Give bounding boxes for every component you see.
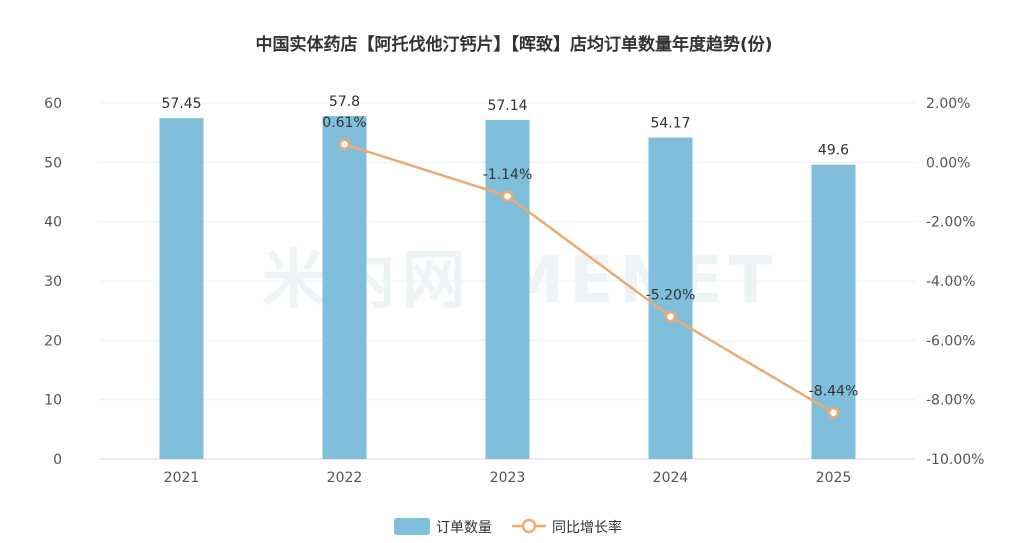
- y-left-tick-label: 10: [44, 393, 62, 409]
- y-left-tick-label: 20: [44, 333, 62, 349]
- line-point: [827, 406, 840, 419]
- y-axis-left: 0 10 20 30 40 50 60: [44, 96, 62, 468]
- bar: [648, 137, 693, 459]
- line-value-label: -8.44%: [809, 384, 859, 400]
- y-right-tick-label: 0.00%: [926, 155, 970, 171]
- y-right-tick-label: -6.00%: [926, 333, 976, 349]
- bar-value-label: 57.14: [487, 98, 527, 114]
- bar-value-label: 57.8: [329, 94, 360, 110]
- line-path: [344, 143, 835, 414]
- y-left-tick-label: 60: [44, 96, 62, 112]
- y-right-tick-label: 2.00%: [926, 96, 970, 112]
- y-left-tick-label: 30: [44, 274, 62, 290]
- bar: [159, 118, 204, 459]
- chart-title: 中国实体药店【阿托伐他汀钙片】【晖致】店均订单数量年度趋势(份): [255, 34, 772, 55]
- x-axis: 2021 2022 2023 2024 2025: [164, 470, 852, 486]
- bar-value-label: 57.45: [161, 96, 201, 112]
- bar: [322, 116, 367, 459]
- bar: [485, 119, 530, 459]
- line-data-labels: 0.61% -1.14% -5.20% -8.44%: [322, 115, 858, 399]
- line-series: [338, 138, 840, 419]
- x-tick-label: 2021: [164, 470, 200, 486]
- legend-bar-label: 订单数量: [436, 520, 492, 536]
- x-tick-label: 2023: [490, 470, 526, 486]
- x-tick-label: 2022: [327, 470, 363, 486]
- y-right-tick-label: -2.00%: [926, 215, 976, 231]
- line-point: [501, 190, 514, 202]
- line-point: [338, 138, 351, 150]
- x-tick-label: 2024: [653, 470, 689, 486]
- line-value-label: -1.14%: [483, 167, 533, 183]
- line-point: [664, 310, 677, 323]
- bar-data-labels: 57.45 57.8 57.14 54.17 49.6: [161, 94, 849, 159]
- legend-line-marker: [521, 518, 537, 534]
- y-left-tick-label: 40: [44, 215, 62, 231]
- y-right-tick-label: -4.00%: [926, 274, 976, 290]
- x-tick-label: 2025: [816, 470, 852, 486]
- legend-bar-swatch: [394, 518, 430, 535]
- bar-series: [159, 116, 856, 459]
- legend-line-label: 同比增长率: [552, 519, 622, 536]
- y-left-tick-label: 50: [44, 155, 62, 171]
- legend: 订单数量 同比增长率: [394, 518, 622, 536]
- line-value-label: -5.20%: [646, 288, 696, 304]
- y-left-tick-label: 0: [53, 452, 62, 468]
- bar-value-label: 54.17: [650, 116, 690, 132]
- y-right-tick-label: -10.00%: [926, 452, 984, 468]
- y-axis-right: -10.00% -8.00% -6.00% -4.00% -2.00% 0.00% 2.00…: [926, 96, 984, 468]
- bar-value-label: 49.6: [818, 143, 849, 159]
- y-right-tick-label: -8.00%: [926, 393, 976, 409]
- line-value-label: 0.61%: [322, 115, 366, 131]
